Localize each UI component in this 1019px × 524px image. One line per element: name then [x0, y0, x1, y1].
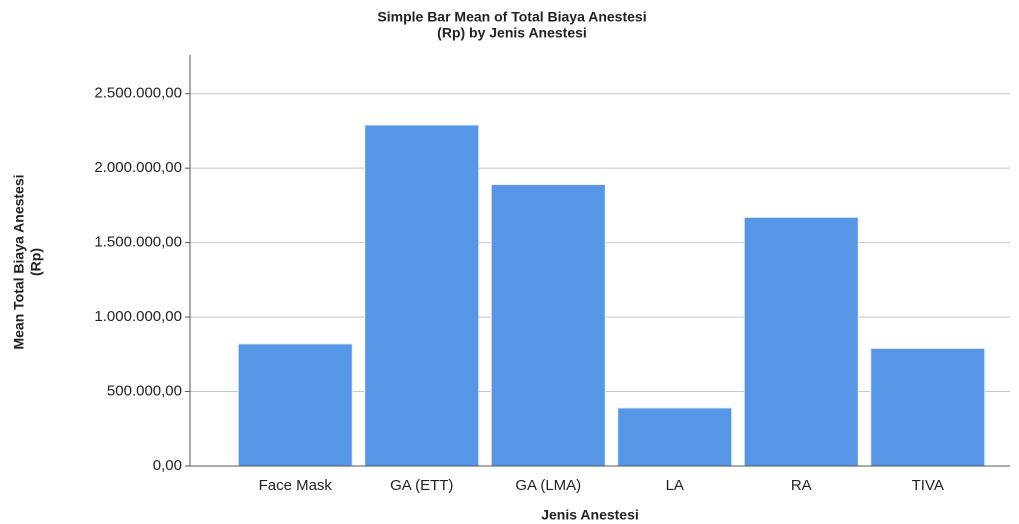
y-tick-label: 1.500.000,00 [94, 234, 182, 251]
y-tick-label: 2.500.000,00 [94, 85, 182, 102]
chart-title: Simple Bar Mean of Total Biaya Anestesi [377, 9, 646, 25]
chart-title: (Rp) by Jenis Anestesi [437, 25, 587, 41]
x-tick-label: GA (ETT) [390, 477, 453, 494]
y-tick-label: 1.000.000,00 [94, 308, 182, 325]
x-tick-label: GA (LMA) [515, 477, 581, 494]
y-tick-label: 500.000,00 [107, 383, 182, 400]
bar [237, 343, 353, 467]
bar [743, 216, 859, 467]
y-axis-label: Mean Total Biaya Anestesi [11, 174, 27, 349]
x-axis-label: Jenis Anestesi [541, 507, 639, 523]
bar [364, 124, 480, 467]
bar [617, 407, 733, 467]
x-tick-label: TIVA [912, 477, 944, 494]
x-tick-label: Face Mask [259, 477, 333, 494]
bar [490, 184, 606, 467]
x-tick-label: RA [791, 477, 812, 494]
y-axis-label: (Rp) [28, 248, 44, 276]
x-tick-label: LA [666, 477, 684, 494]
y-tick-label: 0,00 [153, 457, 182, 474]
bar [870, 347, 986, 467]
y-tick-label: 2.000.000,00 [94, 159, 182, 176]
